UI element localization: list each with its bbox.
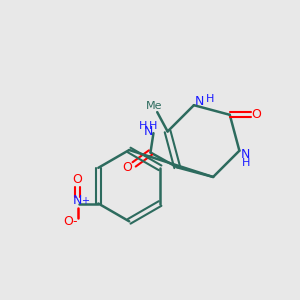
Text: N: N — [73, 194, 82, 207]
Text: N: N — [143, 125, 153, 138]
Text: O: O — [64, 215, 74, 228]
Text: Me: Me — [146, 100, 163, 111]
Text: O: O — [123, 161, 133, 174]
Text: O: O — [73, 173, 82, 186]
Text: O: O — [251, 108, 261, 121]
Text: +: + — [82, 196, 89, 206]
Text: H: H — [242, 158, 250, 168]
Text: H: H — [149, 121, 158, 131]
Text: N: N — [194, 95, 204, 108]
Text: -: - — [73, 215, 77, 228]
Text: H: H — [206, 94, 214, 104]
Text: N: N — [241, 148, 250, 161]
Text: H: H — [139, 121, 147, 131]
